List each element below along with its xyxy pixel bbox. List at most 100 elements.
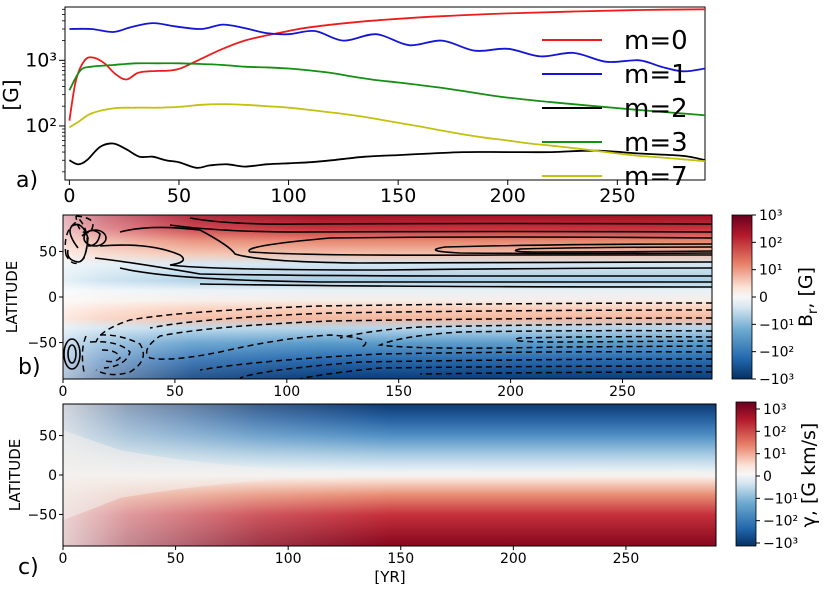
- panel-b-y-axis: −50 0 50: [27, 244, 63, 352]
- contour-neg-2: [75, 215, 94, 234]
- panel-c-x-axis: 0 50 100 150 200 250: [59, 546, 640, 567]
- b-xtick-label: 200: [497, 384, 524, 400]
- c-ytick-label: −50: [27, 507, 57, 523]
- contour-neg-4: [149, 309, 712, 329]
- b-cbar-tick-label: 10²: [759, 235, 782, 251]
- c-cbar-tick-label: 10³: [763, 402, 786, 418]
- b-ytick-label: 50: [39, 244, 57, 260]
- panel-b-colorbar-label: Br, [G]: [795, 267, 821, 327]
- colorbar-b-label-unit: , [G]: [795, 267, 817, 309]
- a-xtick-label: 50: [167, 185, 191, 207]
- contour-pos-11: [66, 223, 89, 263]
- contour-neg-3: [95, 302, 712, 343]
- contour-pos-4: [434, 243, 712, 255]
- a-xtick-label: 200: [490, 185, 526, 207]
- legend-label-m1: m=1: [624, 60, 688, 90]
- panel-b-x-axis: 0 50 100 150 200 250: [59, 379, 636, 400]
- c-ytick-label: 50: [39, 429, 57, 445]
- panel-b-contours-positive: [63, 217, 712, 370]
- b-cbar-tick-label: 10¹: [759, 263, 782, 279]
- panel-b-ylabel: LATITUDE: [3, 261, 21, 334]
- panel-b-contours-negative: [64, 215, 712, 379]
- a-ytick-label: 10²: [25, 115, 57, 137]
- contour-neg-9: [199, 351, 712, 371]
- contour-pos-5: [514, 246, 712, 253]
- b-ytick-label: 0: [48, 290, 57, 306]
- panel-c-colorbar-label: γ, [G km/s]: [798, 423, 820, 528]
- panel-c-y-axis: −50 0 50: [27, 429, 63, 523]
- panel-a-legend: m=0 m=1 m=2 m=3 m=7: [542, 26, 688, 192]
- a-xtick-label: 150: [380, 185, 416, 207]
- panel-c-xlabel: [YR]: [374, 568, 405, 586]
- colorbar-b-label-sub: r: [806, 308, 821, 314]
- b-cbar-tick-label: −10³: [759, 372, 794, 388]
- b-cbar-tick-label: 10³: [759, 208, 782, 224]
- panel-b-early-fade: [63, 215, 712, 379]
- contour-pos-15: [67, 344, 77, 364]
- contour-neg-12: [419, 371, 712, 375]
- c-cbar-tick-label: 10¹: [763, 447, 786, 463]
- b-xtick-label: 250: [609, 384, 636, 400]
- panel-a-frame: [64, 6, 706, 181]
- panel-c-ylabel: LATITUDE: [6, 439, 24, 512]
- contour-pos-7: [99, 244, 712, 271]
- b-cbar-tick-label: −10²: [759, 345, 794, 361]
- c-cbar-tick-label: −10¹: [763, 491, 798, 507]
- panel-a-y-axis: 10² 10³: [25, 8, 65, 173]
- panel-b-colorbar: [731, 214, 753, 380]
- legend-label-m0: m=0: [624, 26, 688, 56]
- contour-pos-3: [248, 236, 712, 256]
- contour-neg-8: [514, 335, 712, 343]
- c-xtick-label: 100: [275, 551, 302, 567]
- contour-neg-11: [299, 365, 712, 379]
- b-cbar-tick-label: 0: [759, 290, 768, 306]
- b-xtick-label: 0: [59, 384, 68, 400]
- c-cbar-tick-label: −10³: [763, 536, 798, 552]
- contour-pos-8: [94, 257, 712, 277]
- contour-pos-9: [119, 267, 712, 283]
- panel-b-label: b): [18, 355, 41, 380]
- series-line-m1: [69, 22, 705, 73]
- legend-label-m2: m=2: [624, 94, 688, 124]
- series-line-m2: [68, 142, 705, 169]
- a-ytick-label: 10³: [25, 49, 57, 71]
- contour-neg-13: [95, 334, 145, 376]
- contour-pos-6: [119, 226, 712, 264]
- b-xtick-label: 100: [273, 384, 300, 400]
- panel-a-x-axis: 0 50 100 150 200 250: [63, 180, 635, 207]
- b-xtick-label: 150: [385, 384, 412, 400]
- contour-neg-6: [339, 323, 712, 339]
- contour-pos-14: [63, 338, 81, 370]
- contour-pos-10: [199, 283, 712, 288]
- series-line-m7: [68, 103, 705, 163]
- contour-pos-13: [83, 229, 107, 247]
- c-xtick-label: 150: [387, 551, 414, 567]
- contour-neg-15: [101, 349, 121, 363]
- panel-b-heatmap: [63, 215, 712, 379]
- panel-a-ylabel: [G]: [0, 79, 23, 110]
- panel-c-colorbar: [735, 401, 757, 547]
- b-xtick-label: 50: [166, 384, 184, 400]
- contour-neg-7: [377, 329, 712, 349]
- contour-neg-5: [145, 317, 712, 360]
- contour-pos-1: [189, 217, 712, 225]
- c-xtick-label: 200: [500, 551, 527, 567]
- panel-a-label: a): [16, 168, 38, 193]
- legend-label-m3: m=3: [624, 128, 688, 158]
- colorbar-b-label-main: B: [795, 314, 817, 327]
- a-xtick-label: 250: [599, 185, 635, 207]
- panel-b-colorbar-ticks: 10³ 10² 10¹ 0 −10¹ −10² −10³: [752, 208, 794, 388]
- legend-label-m7: m=7: [624, 162, 688, 192]
- b-cbar-tick-label: −10¹: [759, 317, 794, 333]
- panel-a-series: [68, 8, 705, 169]
- a-xtick-label: 0: [63, 185, 75, 207]
- series-line-m3: [68, 62, 705, 117]
- c-xtick-label: 250: [613, 551, 640, 567]
- contour-neg-10: [239, 358, 712, 379]
- c-cbar-tick-label: −10²: [763, 514, 798, 530]
- contour-neg-16: [81, 335, 87, 373]
- a-xtick-label: 100: [270, 185, 306, 207]
- panel-c-colorbar-ticks: 10³ 10² 10¹ 0 −10¹ −10² −10³: [756, 402, 798, 552]
